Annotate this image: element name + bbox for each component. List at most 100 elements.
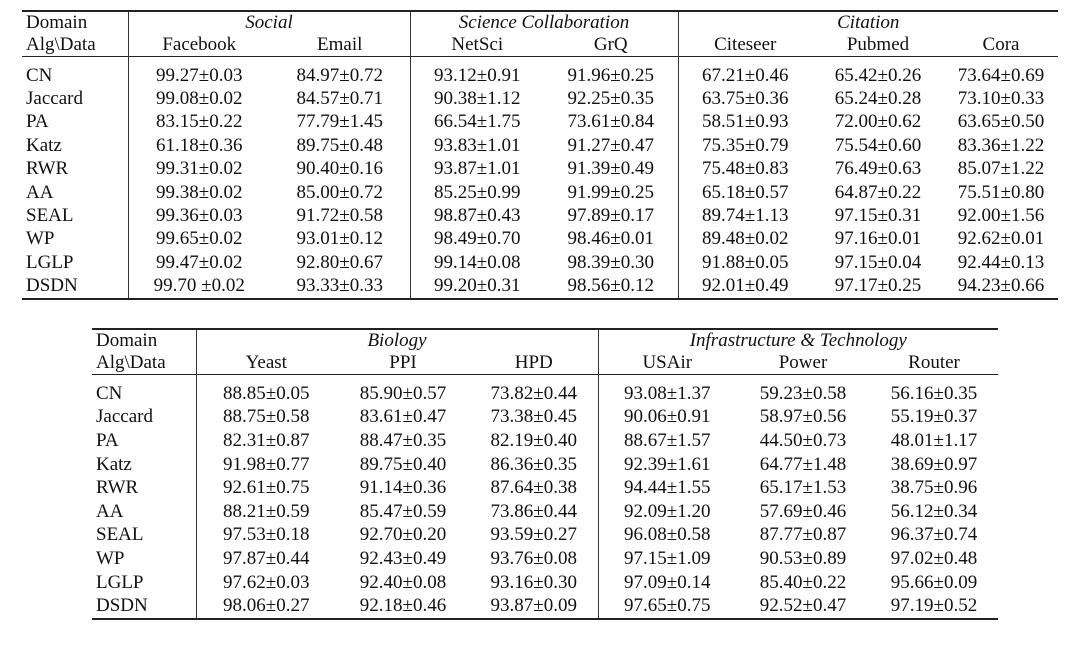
table-cell: 93.08±1.37 [624, 382, 711, 404]
table-cell: 98.49±0.70 [434, 228, 521, 250]
table-cell: 90.53±0.89 [759, 547, 847, 569]
results-table-2: Domain Biology Infrastructure & Technolo… [92, 328, 998, 620]
table-cell: 48.01±1.17 [890, 429, 978, 451]
table-cell: 97.16±0.01 [834, 228, 922, 250]
row-label: AA [22, 180, 129, 205]
table-cell: 99.47±0.02 [156, 251, 243, 273]
row-label: WP [92, 547, 197, 571]
table-cell: 94.44±1.55 [624, 477, 711, 499]
table-cell: 92.80±0.67 [270, 251, 411, 275]
table-cell: 93.16±0.30 [470, 570, 599, 595]
table-cell: 91.27±0.47 [544, 134, 679, 158]
row-label: Jaccard [22, 87, 129, 111]
col-header-netsci: NetSci [451, 34, 504, 55]
table-row: DSDN 99.70 ±0.02 93.33±0.33 99.20±0.31 98.56… [22, 274, 1058, 299]
table-cell: 61.18±0.36 [156, 134, 243, 156]
table-cell: 65.17±1.53 [759, 477, 847, 499]
table-cell: 56.16±0.35 [890, 382, 978, 404]
group-header-biology: Biology [196, 329, 599, 352]
table-cell: 82.31±0.87 [223, 429, 310, 451]
table-cell: 83.61±0.47 [359, 406, 447, 428]
row-label: DSDN [92, 594, 197, 619]
col-header-email: Email [270, 34, 411, 57]
table-cell: 88.21±0.59 [223, 500, 310, 522]
table-cell: 89.75±0.40 [359, 453, 447, 475]
table-cell: 97.15±0.04 [834, 251, 922, 273]
table-cell: 99.14±0.08 [434, 251, 521, 273]
table-cell: 92.52±0.47 [759, 595, 847, 617]
table-cell: 75.54±0.60 [834, 134, 922, 156]
table-cell: 99.20±0.31 [434, 275, 521, 297]
col-header-hpd: HPD [470, 352, 599, 375]
table-cell: 92.25±0.35 [544, 87, 679, 111]
table-cell: 98.87±0.43 [434, 205, 521, 227]
row-label: SEAL [92, 523, 197, 548]
table-cell: 89.74±1.13 [702, 205, 789, 227]
group-header-science-collaboration: Science Collaboration [410, 11, 679, 34]
table-cell: 44.50±0.73 [759, 429, 847, 451]
table-cell: 85.25±0.99 [434, 181, 521, 203]
table-cell: 85.00±0.72 [270, 180, 411, 205]
group-header-citation: Citation [837, 12, 900, 33]
table-cell: 73.82±0.44 [470, 382, 599, 406]
table-cell: 97.15±1.09 [624, 547, 711, 569]
table-cell: 86.36±0.35 [470, 452, 599, 477]
row-label: LGLP [92, 570, 197, 595]
table-cell: 65.24±0.28 [834, 88, 922, 110]
row-label: SEAL [22, 204, 129, 228]
table-cell: 93.12±0.91 [434, 64, 521, 86]
row-label: Katz [22, 134, 129, 158]
table-cell: 96.08±0.58 [624, 524, 711, 546]
table-cell: 75.35±0.79 [702, 134, 789, 156]
table-cell: 93.33±0.33 [270, 274, 411, 299]
col-header-pubmed: Pubmed [846, 34, 910, 55]
table-cell: 63.65±0.50 [957, 111, 1045, 133]
table-cell: 97.09±0.14 [624, 571, 711, 593]
table-row: RWR 92.61±0.75 91.14±0.36 87.64±0.38 94.44±1… [92, 476, 998, 500]
col-header-citeseer: Citeseer [714, 34, 777, 55]
table-cell: 72.00±0.62 [834, 111, 922, 133]
table-cell: 91.98±0.77 [223, 453, 310, 475]
table-row: Jaccard 99.08±0.02 84.57±0.71 90.38±1.12 92.… [22, 87, 1058, 111]
table-cell: 67.21±0.46 [702, 64, 789, 86]
table-cell: 98.46±0.01 [544, 227, 679, 252]
table-row: WP 97.87±0.44 92.43±0.49 93.76±0.08 97.15±1.… [92, 547, 998, 571]
table-cell: 38.69±0.97 [890, 453, 978, 475]
table-row: SEAL 99.36±0.03 91.72±0.58 98.87±0.43 97.89±… [22, 204, 1058, 228]
group-header-social: Social [128, 11, 411, 34]
table-row: CN 99.27±0.03 84.97±0.72 93.12±0.91 91.96±0.… [22, 64, 1058, 88]
table-cell: 75.48±0.83 [702, 158, 789, 180]
table-cell: 92.61±0.75 [223, 477, 310, 499]
table-cell: 96.37±0.74 [890, 524, 978, 546]
group-header-infrastructure-technology: Infrastructure & Technology [689, 330, 907, 351]
table-cell: 92.62±0.01 [957, 228, 1045, 250]
table-cell: 58.97±0.56 [759, 406, 847, 428]
header-alg-data: Alg\Data [92, 352, 197, 375]
table-cell: 65.18±0.57 [702, 181, 789, 203]
table-cell: 66.54±1.75 [434, 111, 521, 133]
table-cell: 88.47±0.35 [359, 429, 447, 451]
col-header-cora: Cora [982, 34, 1020, 55]
table-cell: 83.15±0.22 [156, 111, 243, 133]
table-cell: 88.85±0.05 [223, 382, 310, 404]
table-cell: 73.64±0.69 [957, 64, 1045, 86]
table-cell: 97.02±0.48 [890, 547, 978, 569]
table-cell: 58.51±0.93 [702, 111, 789, 133]
table-cell: 87.77±0.87 [759, 524, 847, 546]
table-cell: 98.06±0.27 [223, 595, 310, 617]
table-cell: 93.83±1.01 [434, 134, 521, 156]
table-cell: 89.48±0.02 [702, 228, 789, 250]
table-cell: 92.18±0.46 [359, 595, 447, 617]
col-header-router: Router [908, 352, 960, 373]
header-domain: Domain [92, 329, 197, 352]
table-row: CN 88.85±0.05 85.90±0.57 73.82±0.44 93.08±1.… [92, 382, 998, 406]
row-label: RWR [22, 157, 129, 181]
table-cell: 75.51±0.80 [957, 181, 1045, 203]
table-cell: 93.59±0.27 [470, 523, 599, 548]
table-cell: 92.70±0.20 [359, 524, 447, 546]
table-cell: 85.40±0.22 [759, 571, 847, 593]
col-header-yeast: Yeast [245, 352, 287, 373]
row-label: AA [92, 499, 197, 524]
table-cell: 84.97±0.72 [270, 64, 411, 88]
table-row: Katz 61.18±0.36 89.75±0.48 93.83±1.01 91.27±… [22, 134, 1058, 158]
